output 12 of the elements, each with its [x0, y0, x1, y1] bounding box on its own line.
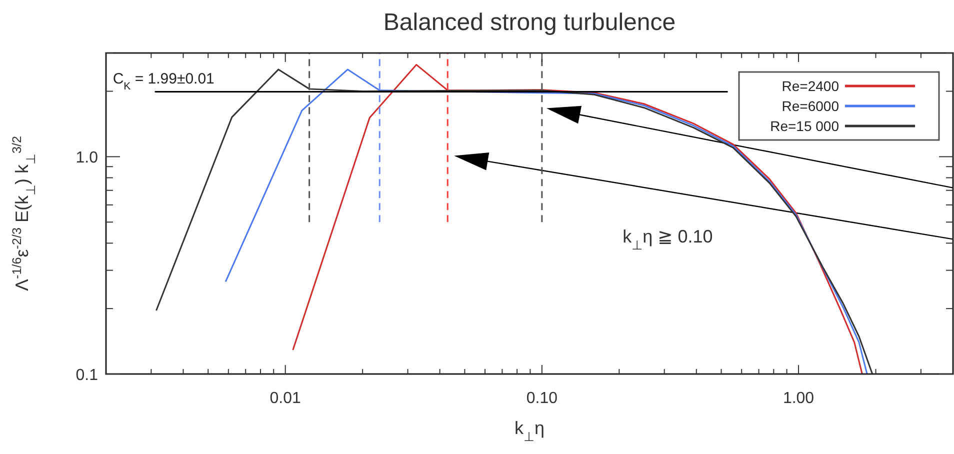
annotation: k$_{⊥}$η ≧ 0.10 [622, 226, 713, 252]
legend-label: Re=15 000 [770, 118, 840, 134]
x-tick-label: 0.01 [270, 390, 302, 407]
x-tick-label: 1.00 [782, 390, 814, 407]
annotation: C$_{K}$ = 1.99±0.01 [112, 70, 214, 93]
y-tick-label: 0.1 [76, 367, 98, 384]
chart-title: Balanced strong turbulence [383, 9, 676, 36]
legend-label: Re=6000 [782, 98, 840, 114]
x-axis-title: k$_{⊥}$η [514, 418, 544, 444]
legend-label: Re=2400 [782, 78, 840, 94]
x-tick-label: 0.10 [526, 390, 558, 407]
y-tick-label: 1.0 [76, 150, 98, 167]
